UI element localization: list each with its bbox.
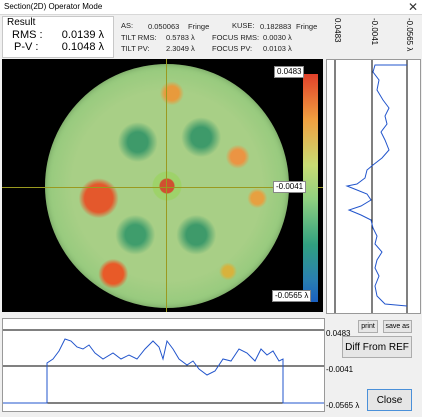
hprofile-label-min: -0.0565 λ: [326, 401, 360, 410]
rms-value: 0.0139 λ: [61, 29, 104, 41]
result-panel: [2, 16, 114, 58]
kuse-label: KUSE:: [232, 21, 255, 30]
colorbar: [303, 74, 318, 302]
print-button[interactable]: print: [358, 320, 378, 333]
surface-map[interactable]: [2, 59, 323, 312]
kuse-value: 0.182883: [260, 22, 292, 31]
vertical-profile-line: [345, 64, 408, 307]
pv-value: 0.1048 λ: [61, 41, 104, 53]
vertical-profile-plot: [334, 60, 408, 313]
hprofile-label-max: 0.0483: [326, 329, 351, 338]
as-value: 0.050063: [148, 22, 180, 31]
vprofile-label-min: -0.0565 λ: [405, 18, 414, 52]
pv-label: P-V :: [14, 41, 39, 53]
vprofile-label-mid: -0.0041: [370, 18, 379, 46]
tilt-pv-label: TILT PV:: [121, 44, 150, 53]
horizontal-profile-plot: [3, 329, 324, 404]
close-button[interactable]: Close: [367, 389, 412, 411]
close-icon[interactable]: ✕: [407, 0, 418, 14]
tilt-rms-label: TILT RMS:: [121, 33, 157, 42]
rms-label: RMS :: [12, 29, 43, 41]
as-label: AS:: [121, 21, 134, 30]
diff-from-ref-button[interactable]: Diff From REF: [342, 336, 412, 358]
as-unit: Fringe: [188, 22, 210, 31]
focus-pv-label: FOCUS PV:: [212, 44, 253, 53]
hprofile-label-mid: -0.0041: [326, 365, 354, 374]
kuse-unit: Fringe: [296, 22, 318, 31]
tilt-pv-value: 2.3049 λ: [166, 44, 195, 53]
focus-rms-label: FOCUS RMS:: [212, 33, 260, 42]
title-bar: [0, 0, 422, 15]
focus-pv-value: 0.0103 λ: [263, 44, 292, 53]
save-as-button[interactable]: save as: [383, 320, 412, 333]
vprofile-label-max: 0.0483: [333, 18, 342, 43]
wavefront-disk: [45, 64, 289, 308]
crosshair-vertical[interactable]: [166, 59, 167, 312]
result-label: Result: [7, 17, 36, 28]
crosshair-horizontal[interactable]: [2, 187, 323, 188]
focus-rms-value: 0.0030 λ: [263, 33, 292, 42]
colorbar-min-label: -0.0565 λ: [272, 290, 312, 302]
horizontal-profile-panel: [2, 318, 325, 412]
horizontal-profile-line: [3, 338, 324, 404]
colorbar-mid-label: -0.0041: [273, 181, 307, 193]
window-title: Section(2D) Operator Mode: [4, 2, 103, 11]
vertical-profile-panel: [326, 59, 421, 314]
tilt-rms-value: 0.5783 λ: [166, 33, 195, 42]
colorbar-max-label: 0.0483: [274, 66, 305, 78]
